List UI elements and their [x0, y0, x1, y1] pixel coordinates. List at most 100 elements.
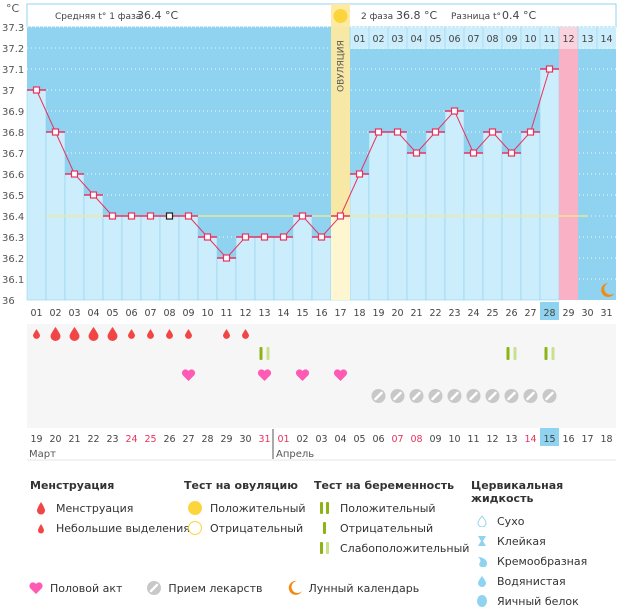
phase2-label: 2 фаза — [361, 12, 393, 22]
temperature-bar — [178, 215, 199, 301]
pregnancy-test-icon — [259, 347, 263, 360]
phase1-label: Средняя t° 1 фаза — [55, 12, 141, 22]
legend-menstruation-title: Менструация — [30, 479, 115, 492]
cycle-day-label: 19 — [372, 308, 384, 319]
calendar-date: 09 — [429, 434, 441, 445]
cycle-day-label: 30 — [581, 308, 593, 319]
blood-drop-icon — [69, 327, 80, 342]
calendar-date: 24 — [125, 434, 137, 445]
cycle-day-label: 16 — [315, 308, 327, 319]
ovulation-sun-icon — [333, 9, 348, 23]
pill-stripe — [374, 391, 383, 401]
calendar-date: 31 — [258, 434, 270, 445]
pill-stripe — [412, 391, 421, 401]
pill-stripe — [507, 391, 516, 401]
temperature-bar — [26, 89, 47, 301]
temperature-bar — [463, 152, 484, 301]
calendar-date: 21 — [68, 434, 80, 445]
y-tick-label: 36.5 — [2, 191, 24, 202]
y-tick-label: 36.2 — [2, 254, 24, 265]
temperature-point — [203, 233, 212, 241]
post-ovulation-day: 06 — [448, 34, 460, 45]
cycle-day-label: 05 — [106, 308, 118, 319]
legend-label: Лунный календарь — [308, 581, 420, 595]
temperature-bar — [121, 215, 142, 301]
phase2-value: 36.8 °C — [396, 9, 437, 22]
pill-stripe — [469, 391, 478, 401]
temperature-bar — [235, 236, 256, 301]
temperature-bar — [444, 110, 465, 301]
legend-label: Кремообразная — [497, 554, 588, 568]
y-tick-label: 36 — [2, 296, 15, 307]
legend-label: Половой акт — [50, 581, 123, 595]
post-ovulation-day: 04 — [410, 34, 422, 45]
legend-label: Слабоположительный — [340, 541, 470, 555]
blood-drop-icon — [242, 329, 249, 339]
y-tick-label: 36.1 — [2, 275, 24, 286]
post-ovulation-day: 10 — [524, 34, 536, 45]
cycle-day-label: 28 — [543, 308, 555, 319]
temperature-point — [450, 107, 459, 115]
temperature-point — [431, 128, 440, 136]
calendar-date: 11 — [467, 434, 479, 445]
ovulation-negative-icon — [184, 520, 206, 536]
legend-menstruation: Менструация Менструация Небольшие выделе… — [30, 479, 190, 538]
temperature-bar — [406, 152, 427, 301]
egg-white-icon — [471, 594, 493, 608]
post-ovulation-day: 03 — [391, 34, 403, 45]
post-ovulation-day: 05 — [429, 34, 441, 45]
calendar-date: 06 — [372, 434, 384, 445]
calendar-date: 28 — [201, 434, 213, 445]
pregnancy-weak-icon — [314, 541, 336, 555]
calendar-date: 25 — [144, 434, 156, 445]
temperature-point — [412, 149, 421, 157]
cycle-day-label: 12 — [239, 308, 251, 319]
legend-ovulation-title: Тест на овуляцию — [184, 479, 298, 492]
heart-icon — [257, 369, 272, 381]
blood-drop-icon — [33, 329, 40, 339]
calendar-date: 18 — [600, 434, 612, 445]
legend-label: Менструация — [56, 501, 134, 515]
blood-drop-icon — [107, 327, 118, 342]
calendar-date: 10 — [448, 434, 460, 445]
cycle-day-label: 09 — [182, 308, 194, 319]
post-ovulation-day-highlight — [559, 27, 578, 49]
legend-label: Прием лекарств — [168, 581, 263, 595]
temperature-point — [222, 254, 231, 262]
cycle-day-label: 08 — [163, 308, 175, 319]
cycle-day-label: 31 — [600, 308, 612, 319]
post-ovulation-day: 14 — [600, 34, 612, 45]
legend-ovulation-test: Тест на овуляцию Положительный Отрицател… — [184, 479, 306, 538]
heart-icon — [181, 369, 196, 381]
month-label: Март — [29, 449, 56, 460]
calendar-date: 30 — [239, 434, 251, 445]
ovulation-positive-icon — [184, 500, 206, 516]
temperature-point — [298, 212, 307, 220]
cycle-day-label: 29 — [562, 308, 574, 319]
cycle-day-label: 17 — [334, 308, 346, 319]
today-date-marker — [540, 428, 559, 446]
temperature-point — [545, 65, 554, 73]
blood-drop-icon — [166, 329, 173, 339]
calendar-date: 13 — [505, 434, 517, 445]
temperature-point — [241, 233, 250, 241]
heart-icon — [295, 369, 310, 381]
pregnancy-test-icon — [506, 347, 510, 360]
y-tick-label: 36.6 — [2, 170, 24, 181]
pregnancy-test-icon — [513, 347, 517, 360]
y-tick-label: 36.3 — [2, 233, 24, 244]
temperature-bar — [273, 236, 294, 301]
cycle-day-label: 22 — [429, 308, 441, 319]
pregnancy-negative-icon — [314, 521, 336, 535]
temperature-point — [184, 212, 193, 220]
calendar-date: 12 — [486, 434, 498, 445]
events-area — [27, 324, 616, 428]
cycle-day-label: 01 — [30, 308, 42, 319]
blood-drop-icon — [128, 329, 135, 339]
temperature-bar — [64, 173, 85, 301]
post-ovulation-day: 09 — [505, 34, 517, 45]
temperature-point — [127, 212, 136, 220]
calendar-date: 22 — [87, 434, 99, 445]
moon-icon — [288, 580, 302, 595]
temperature-point — [336, 212, 345, 220]
